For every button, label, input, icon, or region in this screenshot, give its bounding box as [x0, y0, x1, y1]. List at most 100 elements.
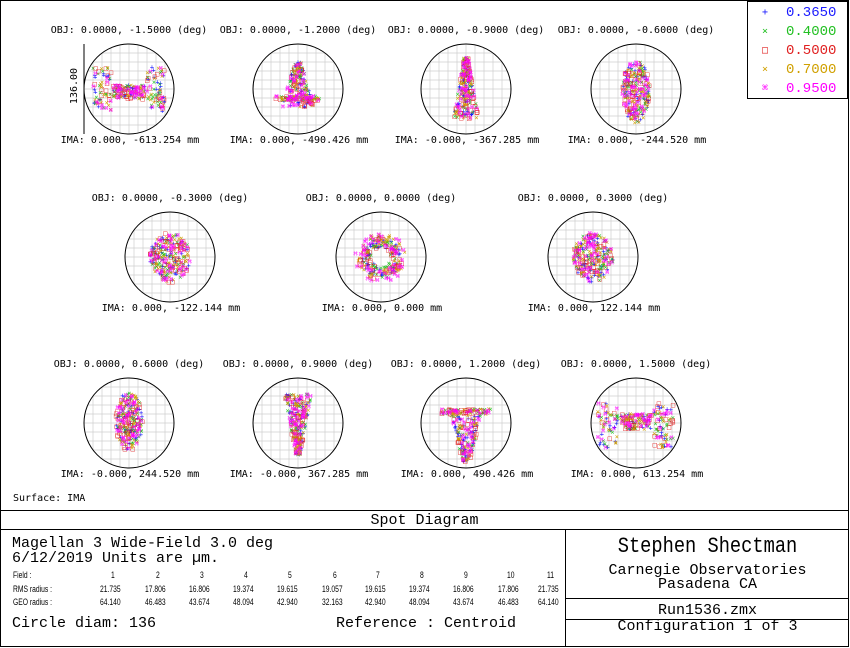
spot-point: ×: [469, 73, 473, 81]
spot-point: ⌘: [363, 238, 367, 246]
spot-point: □: [470, 77, 474, 85]
legend-entry: +0.3650: [748, 5, 848, 23]
table-cell: 10: [506, 570, 515, 580]
spot-point: ⌘: [127, 445, 131, 453]
spot-point: +: [462, 96, 466, 104]
spot-point: □: [153, 73, 157, 81]
spot-point: ⌘: [137, 88, 141, 96]
spot-point: ⌘: [117, 83, 121, 91]
spot-point: ×: [312, 95, 316, 103]
info-panel: Magellan 3 Wide-Field 3.0 deg 6/12/2019 …: [0, 530, 566, 647]
spot-point: ⌘: [461, 432, 465, 440]
spot-point: +: [466, 70, 470, 78]
spot-point: □: [140, 95, 144, 103]
spot-point: ×: [459, 91, 463, 99]
spot-point: □: [464, 76, 468, 84]
spot-point: ⌘: [176, 232, 180, 240]
spot-point: +: [288, 102, 292, 110]
spot-point: □: [312, 96, 316, 104]
spot-point: □: [292, 64, 296, 72]
spot-panel: ++++++++++++++++++++++++++++++++++++++++…: [388, 25, 545, 146]
spot-point: ⌘: [109, 106, 113, 114]
reference: Reference : Centroid: [336, 615, 517, 632]
ima-label: IMA: 0.000, 122.144 mm: [528, 303, 660, 314]
spot-point: ⌘: [130, 400, 134, 408]
spot-point: ×: [302, 70, 306, 78]
spot-point: ⌘: [455, 416, 459, 424]
spot-point: ⌘: [303, 94, 307, 102]
spot-point: ⌘: [603, 410, 607, 418]
spot-point: +: [453, 108, 457, 116]
spot-point: +: [304, 95, 308, 103]
spot-point: □: [462, 60, 466, 68]
spot-point: ×: [117, 85, 121, 93]
spot-point: +: [462, 59, 466, 67]
obj-label: OBJ: 0.0000, 1.5000 (deg): [561, 359, 712, 370]
spot-point: ×: [158, 93, 162, 101]
spot-point: ⌘: [164, 244, 168, 252]
spot-point: ×: [99, 84, 103, 92]
obj-label: OBJ: 0.0000, 0.3000 (deg): [518, 193, 669, 204]
spot-point: ⌘: [290, 93, 294, 101]
spot-point: □: [316, 96, 320, 104]
spot-point: ×: [132, 83, 136, 91]
spot-point: +: [123, 92, 127, 100]
spot-point: ⌘: [167, 233, 171, 241]
spot-point: ×: [294, 72, 298, 80]
spot-point: ⌘: [463, 64, 467, 72]
spot-point: □: [463, 99, 467, 107]
spot-point: □: [132, 84, 136, 92]
spot-point: +: [465, 110, 469, 118]
spot-panel: ++++++++++++++++++++++++++++++++++++++++…: [558, 25, 715, 146]
spot-point: ×: [461, 91, 465, 99]
spot-point: +: [290, 71, 294, 79]
spot-point: ×: [115, 84, 119, 92]
spot-point: □: [297, 76, 301, 84]
spot-point: +: [129, 91, 133, 99]
spot-point: +: [455, 101, 459, 109]
spot-point: ×: [304, 77, 308, 85]
spot-point: ×: [155, 94, 159, 102]
spot-point: ⌘: [588, 264, 592, 272]
spot-point: ⌘: [297, 407, 301, 415]
spot-point: +: [463, 111, 467, 119]
spot-point: ×: [156, 101, 160, 109]
spot-point: ×: [280, 94, 284, 102]
spot-point: ⌘: [607, 261, 611, 269]
spot-point: ×: [460, 71, 464, 79]
spot-point: ×: [99, 81, 103, 89]
spot-point: ⌘: [469, 94, 473, 102]
spot-point: ×: [292, 93, 296, 101]
spot-point: ×: [298, 73, 302, 81]
spot-point: □: [159, 102, 163, 110]
spot-point: ⌘: [669, 434, 673, 442]
spot-point: ⌘: [475, 105, 479, 113]
chart-title: Spot Diagram: [370, 512, 479, 529]
spot-panel: ++++++++++++++++++++++++++++++++++++++++…: [518, 193, 669, 314]
spot-point: +: [140, 93, 144, 101]
spot-point: ⌘: [179, 241, 183, 249]
spot-point: ⌘: [295, 73, 299, 81]
spot-point: ⌘: [109, 98, 113, 106]
spot-point: ×: [462, 105, 466, 113]
spot-point: ⌘: [169, 276, 173, 284]
spot-point: ×: [298, 72, 302, 80]
spot-point: □: [115, 93, 119, 101]
spot-point: +: [302, 75, 306, 83]
spot-point: ⌘: [133, 94, 137, 102]
spot-point: ⌘: [634, 62, 638, 70]
spot-point: ×: [98, 80, 102, 88]
spot-point: ⌘: [132, 91, 136, 99]
spot-point: ×: [134, 90, 138, 98]
spot-point: ⌘: [149, 68, 153, 76]
spot-point: ×: [149, 91, 153, 99]
spot-point: ⌘: [300, 88, 304, 96]
spot-point: ×: [461, 61, 465, 69]
spot-point: ×: [297, 62, 301, 70]
spot-point: □: [475, 109, 479, 117]
spot-point: ⌘: [645, 77, 649, 85]
spot-point: +: [98, 96, 102, 104]
spot-point: □: [467, 115, 471, 123]
spot-point: ×: [466, 57, 470, 65]
spot-point: ⌘: [158, 95, 162, 103]
